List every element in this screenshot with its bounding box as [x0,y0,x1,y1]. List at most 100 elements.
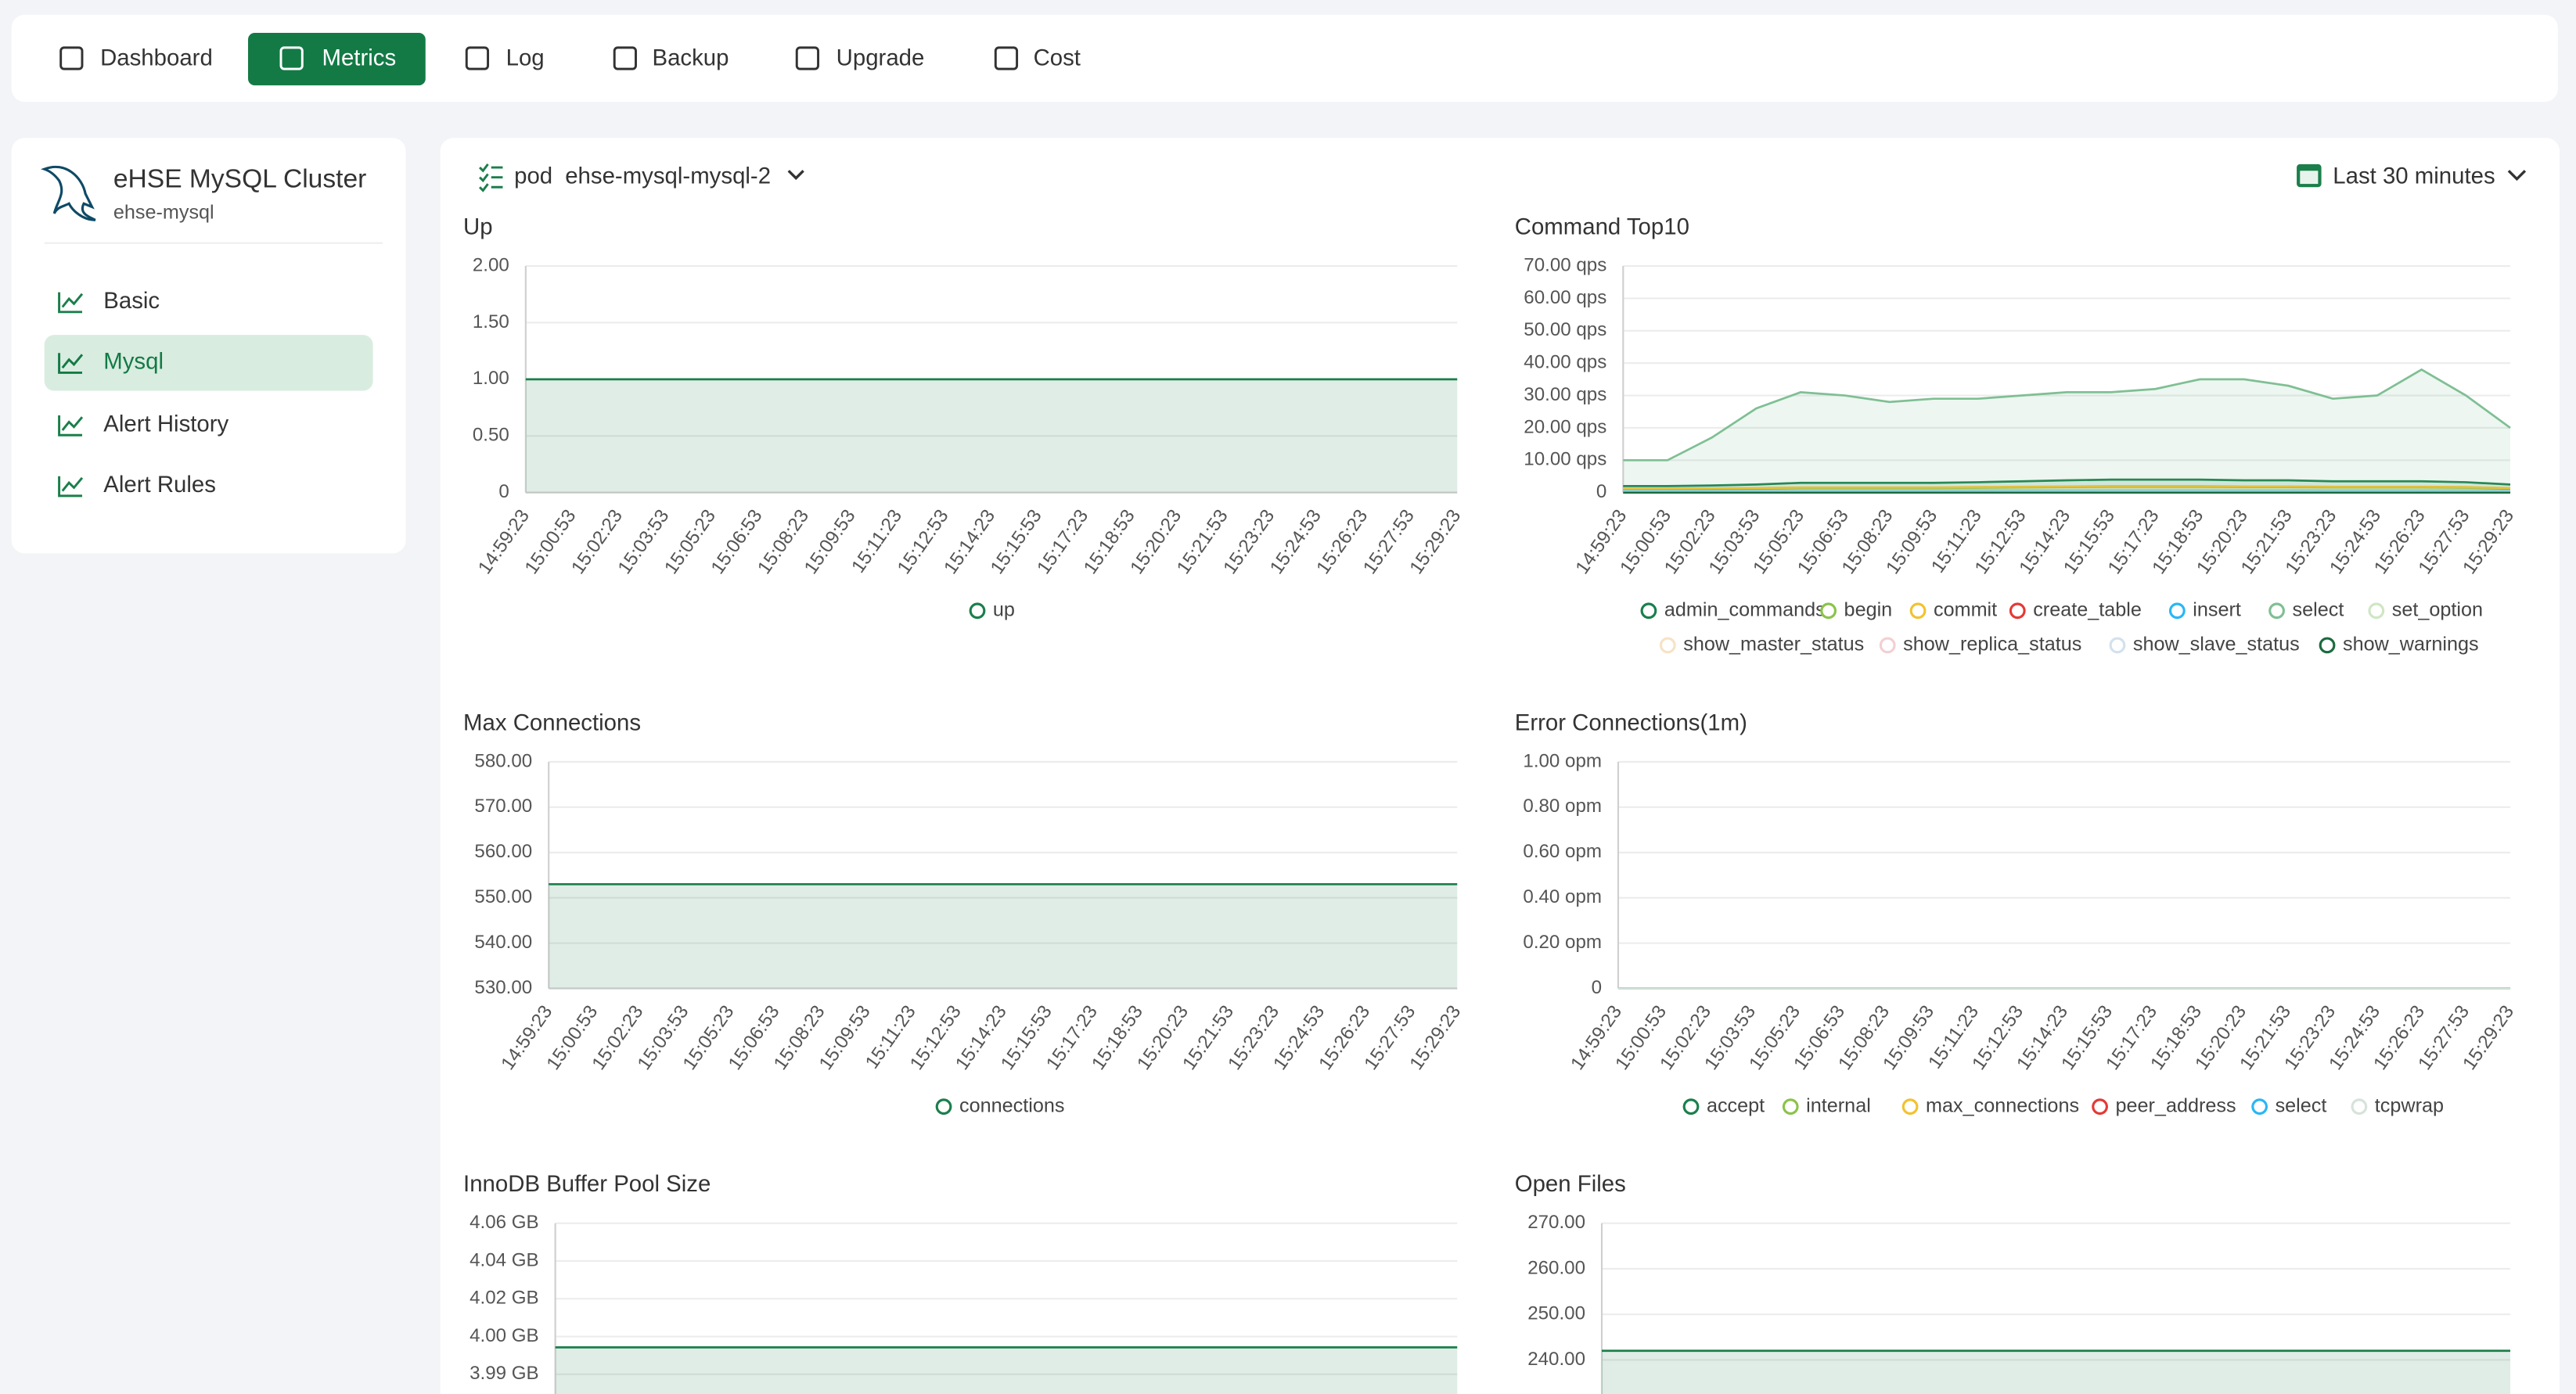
legend-label[interactable]: peer_address [2116,1094,2236,1116]
nav-item[interactable]: Upgrade [836,45,925,70]
legend-label[interactable]: show_slave_status [2133,634,2300,656]
legend-marker[interactable] [2168,602,2186,620]
nav-icon [279,46,304,70]
time-chevron[interactable] [2507,170,2527,181]
legend-label[interactable]: tcpwrap [2375,1094,2444,1116]
sidebar-item[interactable]: Mysql [103,349,164,375]
legend-label[interactable]: insert [2193,598,2241,620]
y-tick-label: 1.00 [473,368,509,389]
y-tick-label: 270.00 [1527,1212,1585,1233]
filter-chevron[interactable] [787,170,804,181]
legend-label[interactable]: show_warnings [2343,634,2479,656]
series-area [525,379,1458,493]
legend-label[interactable]: show_master_status [1683,634,1864,656]
nav-item[interactable]: Dashboard [100,45,213,70]
sidebar-item[interactable]: Alert History [103,411,228,437]
y-tick-label: 550.00 [474,886,532,907]
sidebar-active-bg [44,335,373,391]
series-line [1623,485,2511,490]
legend-marker[interactable] [1879,637,1896,654]
legend-marker[interactable] [2368,602,2385,620]
legend-label[interactable]: select [2276,1094,2327,1116]
sidebar-icon [58,415,84,437]
series-area [1602,1350,2511,1394]
y-tick-label: 4.06 GB [470,1212,539,1233]
legend-marker[interactable] [2251,1098,2268,1116]
y-tick-label: 0.40 opm [1523,886,1602,907]
sidebar-item[interactable]: Alert Rules [103,472,216,498]
y-tick-label: 0 [498,481,509,502]
series-area [549,884,1458,989]
series-area [555,1347,1458,1394]
y-tick-label: 250.00 [1527,1303,1585,1324]
legend-marker[interactable] [2009,602,2026,620]
legend-marker[interactable] [969,602,986,620]
legend-marker[interactable] [1640,602,1657,620]
sidebar-icon [58,353,84,374]
time-range[interactable]: Last 30 minutes [2333,163,2495,189]
sidebar-icon [58,476,84,498]
chart-title: Open Files [1515,1171,1626,1197]
nav-icon [465,46,490,70]
series-line [1623,368,2511,462]
y-tick-label: 4.00 GB [470,1325,539,1346]
nav-item[interactable]: Log [506,45,545,70]
calendar-icon-inner [2300,171,2319,185]
legend-label[interactable]: internal [1806,1094,1871,1116]
y-tick-label: 2.00 [473,254,509,275]
legend-label[interactable]: show_replica_status [1903,634,2081,656]
y-tick-label: 20.00 qps [1524,416,1606,437]
toolbar: pod ehse-mysql-mysql-2 Last 30 minutes [479,163,2527,192]
chart-title: InnoDB Buffer Pool Size [463,1171,711,1197]
legend-marker[interactable] [935,1098,952,1116]
nav-item[interactable]: Cost [1034,45,1081,70]
legend-label[interactable]: create_table [2033,598,2142,620]
filter-icon [479,163,503,192]
nav-item[interactable]: Metrics [322,45,397,70]
y-tick-label: 1.00 opm [1523,750,1602,771]
y-tick-label: 3.99 GB [470,1363,539,1384]
y-tick-label: 0.80 opm [1523,796,1602,817]
nav-item[interactable]: Backup [652,45,729,70]
y-tick-label: 50.00 qps [1524,319,1606,340]
nav-icon [795,46,820,70]
legend-marker[interactable] [1682,1098,1700,1116]
legend-marker[interactable] [1901,1098,1919,1116]
legend-marker[interactable] [2109,637,2126,654]
cluster-logo [41,165,96,221]
series-area [1623,369,2511,493]
legend-marker[interactable] [1820,602,1837,620]
legend-label[interactable]: set_option [2392,598,2483,620]
filter-value[interactable]: ehse-mysql-mysql-2 [565,163,771,189]
legend-marker[interactable] [2092,1098,2108,1116]
legend-marker[interactable] [1909,602,1927,620]
legend-label[interactable]: commit [1934,598,1997,620]
legend-marker[interactable] [2268,602,2285,620]
legend-marker[interactable] [2351,1098,2368,1116]
legend-marker[interactable] [1782,1098,1799,1116]
legend-label[interactable]: up [993,598,1015,620]
legend-marker[interactable] [1659,637,1676,654]
legend-label[interactable]: connections [959,1094,1064,1116]
y-tick-label: 530.00 [474,977,532,998]
legend-label[interactable]: admin_commands [1664,598,1826,620]
chart-title: Error Connections(1m) [1515,710,1747,735]
legend-label[interactable]: accept [1707,1094,1765,1116]
legend-label[interactable]: max_connections [1926,1094,2079,1116]
y-tick-label: 0.50 [473,425,509,446]
chart-title: Command Top10 [1515,214,1689,240]
top-nav [11,14,2558,102]
legend-label[interactable]: select [2293,598,2344,620]
y-tick-label: 1.50 [473,311,509,332]
nav-icon [59,46,84,70]
y-tick-label: 560.00 [474,841,532,862]
cluster-title: eHSE MySQL Cluster [113,165,366,194]
y-tick-label: 260.00 [1527,1257,1585,1278]
y-tick-label: 540.00 [474,932,532,953]
legend-marker[interactable] [2319,637,2336,654]
legend-label[interactable]: begin [1844,598,1893,620]
y-tick-label: 0 [1596,481,1606,502]
nav-icon [994,46,1019,70]
sidebar-item[interactable]: Basic [103,288,160,314]
